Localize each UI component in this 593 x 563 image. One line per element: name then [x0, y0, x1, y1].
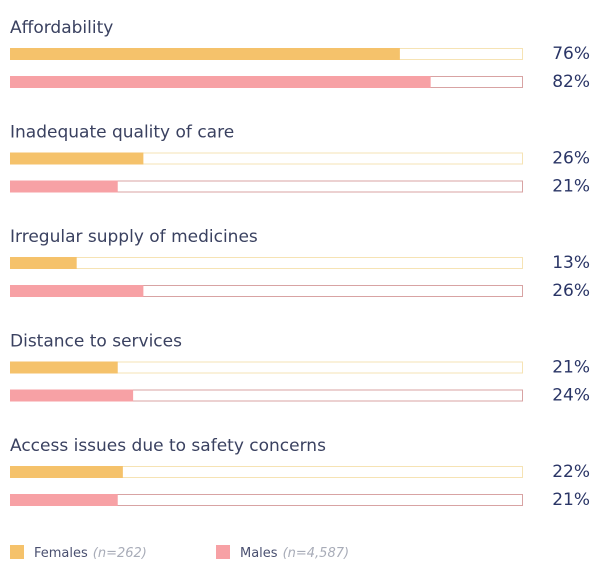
value-label: 26%: [552, 281, 590, 301]
bar: [10, 389, 134, 402]
bar: [10, 180, 118, 193]
value-label: 21%: [552, 177, 590, 197]
category-label: Distance to services: [10, 332, 182, 352]
value-label: 76%: [552, 44, 590, 64]
bar: [10, 257, 77, 269]
legend-sample: (n=4,587): [283, 546, 350, 561]
legend-entry: Females (n=262): [34, 546, 147, 561]
bar: [10, 494, 118, 506]
category-label: Irregular supply of medicines: [10, 227, 258, 247]
legend-swatch: [10, 545, 24, 559]
legend-name: Males: [240, 546, 278, 561]
value-label: 13%: [552, 253, 590, 273]
bar: [10, 466, 123, 478]
bar: [10, 48, 400, 60]
category-label: Affordability: [10, 18, 113, 38]
category-label: Access issues due to safety concerns: [10, 436, 326, 456]
legend-swatch: [216, 545, 230, 559]
value-label: 22%: [552, 462, 590, 482]
category-label: Inadequate quality of care: [10, 123, 234, 143]
value-label: 82%: [552, 72, 590, 92]
value-label: 24%: [552, 386, 590, 406]
value-label: 21%: [552, 358, 590, 378]
legend-entry: Males (n=4,587): [240, 546, 349, 561]
value-label: 26%: [552, 149, 590, 169]
bar: [10, 76, 431, 88]
bar-track: [10, 257, 523, 269]
value-label: 21%: [552, 490, 590, 510]
bar: [10, 152, 144, 165]
bar: [10, 285, 144, 297]
legend-sample: (n=262): [93, 546, 147, 561]
bar: [10, 361, 118, 374]
legend-name: Females: [34, 546, 88, 561]
